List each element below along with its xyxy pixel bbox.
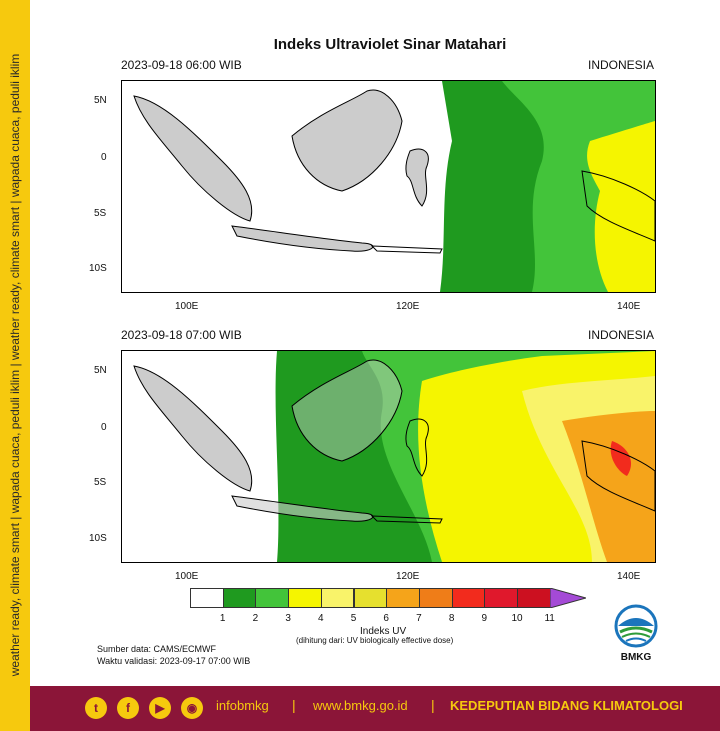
java-shape xyxy=(231,495,374,522)
colorbar-label-1: 1 xyxy=(219,613,226,624)
page-title: Indeks Ultraviolet Sinar Matahari xyxy=(273,36,507,53)
uv-map-0700-canvas xyxy=(133,351,655,562)
map2-lon-100e: 100E xyxy=(175,571,199,582)
borneo-shape xyxy=(291,359,403,462)
footer-separator-1: | xyxy=(292,697,296,713)
source-data: Sumber data: CAMS/ECMWF xyxy=(97,644,217,654)
colorbar-label-2: 2 xyxy=(252,613,259,624)
map2-region-label: INDONESIA xyxy=(588,328,655,342)
colorbar-box-5 xyxy=(353,588,388,608)
map2-lat-0: 0 xyxy=(101,422,107,433)
colorbar-label-10: 10 xyxy=(511,613,523,624)
colorbar-label-7: 7 xyxy=(416,613,422,624)
sumatra-shape xyxy=(133,365,253,492)
map1-lat-5n: 5N xyxy=(94,95,107,106)
colorbar-label-5: 5 xyxy=(350,613,357,624)
sulawesi-shape xyxy=(405,418,429,477)
org-name: KEDEPUTIAN BIDANG KLIMATOLOGI xyxy=(450,698,683,713)
facebook-icon[interactable]: f xyxy=(117,697,139,719)
website-link[interactable]: www.bmkg.go.id xyxy=(313,698,408,713)
footer-separator-2: | xyxy=(431,697,435,713)
legend-subtitle: (dihitung dari: UV biologically effectiv… xyxy=(296,636,454,645)
instagram-icon[interactable]: ◉ xyxy=(181,697,203,719)
java-shape xyxy=(231,225,374,252)
map2-time-label: 2023-09-18 07:00 WIB xyxy=(121,328,242,342)
colorbar-box-6 xyxy=(386,588,420,608)
legend-title: Indeks UV xyxy=(360,626,407,637)
map1-lon-120e: 120E xyxy=(396,301,420,312)
colorbar-label-3: 3 xyxy=(285,613,291,624)
papua-shape xyxy=(581,440,655,512)
youtube-icon[interactable]: ▶ xyxy=(149,697,171,719)
map1-lat-0: 0 xyxy=(101,152,107,163)
bmkg-emblem xyxy=(614,604,658,648)
map2-lon-120e: 120E xyxy=(396,571,420,582)
colorbar-box-2 xyxy=(255,588,290,608)
sulawesi-shape xyxy=(405,148,429,207)
colorbar-box-0 xyxy=(190,588,224,608)
map1-lat-10s: 10S xyxy=(89,263,107,274)
borneo-shape xyxy=(291,89,403,192)
twitter-icon[interactable]: t xyxy=(85,697,107,719)
map2-lon-140e: 140E xyxy=(617,571,641,582)
bmkg-logo: BMKG xyxy=(611,604,661,664)
colorbar-box-7 xyxy=(418,588,453,608)
colorbar-label-6: 6 xyxy=(383,613,389,624)
colorbar-box-3 xyxy=(288,588,322,608)
bmkg-logo-text: BMKG xyxy=(620,652,652,663)
nusa-tenggara-shape xyxy=(370,515,443,524)
side-banner: weather ready, climate smart | wapada cu… xyxy=(0,0,30,731)
colorbar-label-8: 8 xyxy=(448,613,455,624)
uv-zone-yellow xyxy=(587,121,655,292)
colorbar-box-10 xyxy=(517,588,551,608)
colorbar-arrow xyxy=(550,588,586,608)
map1-region-label: INDONESIA xyxy=(588,58,655,72)
papua-shape xyxy=(581,170,655,242)
sumatra-shape xyxy=(133,95,253,222)
colorbar-label-4: 4 xyxy=(318,613,324,624)
map2-lat-5s: 5S xyxy=(94,477,107,488)
side-banner-text: weather ready, climate smart | wapada cu… xyxy=(8,53,22,677)
uv-map-0700 xyxy=(121,350,656,563)
colorbar-box-8 xyxy=(451,588,486,608)
nusa-tenggara-shape xyxy=(370,245,443,254)
uv-zone-red xyxy=(610,441,632,476)
map1-time-label: 2023-09-18 06:00 WIB xyxy=(121,58,242,72)
uv-zone-orange xyxy=(562,411,655,562)
map1-lon-100e: 100E xyxy=(175,301,199,312)
colorbar-label-9: 9 xyxy=(481,613,488,624)
colorbar-box-9 xyxy=(484,588,518,608)
colorbar-box-4 xyxy=(320,588,355,608)
social-handle[interactable]: infobmkg xyxy=(216,698,269,713)
colorbar-box-1 xyxy=(222,588,257,608)
map1-lat-5s: 5S xyxy=(94,208,107,219)
map2-lat-5n: 5N xyxy=(94,365,107,376)
validity-time: Waktu validasi: 2023-09-17 07:00 WIB xyxy=(97,656,251,666)
map2-lat-10s: 10S xyxy=(89,533,107,544)
uv-map-0600-canvas xyxy=(133,81,655,292)
uv-map-0600 xyxy=(121,80,656,293)
footer-bar: t f ▶ ◉ infobmkg | www.bmkg.go.id | KEDE… xyxy=(30,686,720,731)
map1-lon-140e: 140E xyxy=(617,301,641,312)
colorbar-label-11: 11 xyxy=(544,613,555,624)
